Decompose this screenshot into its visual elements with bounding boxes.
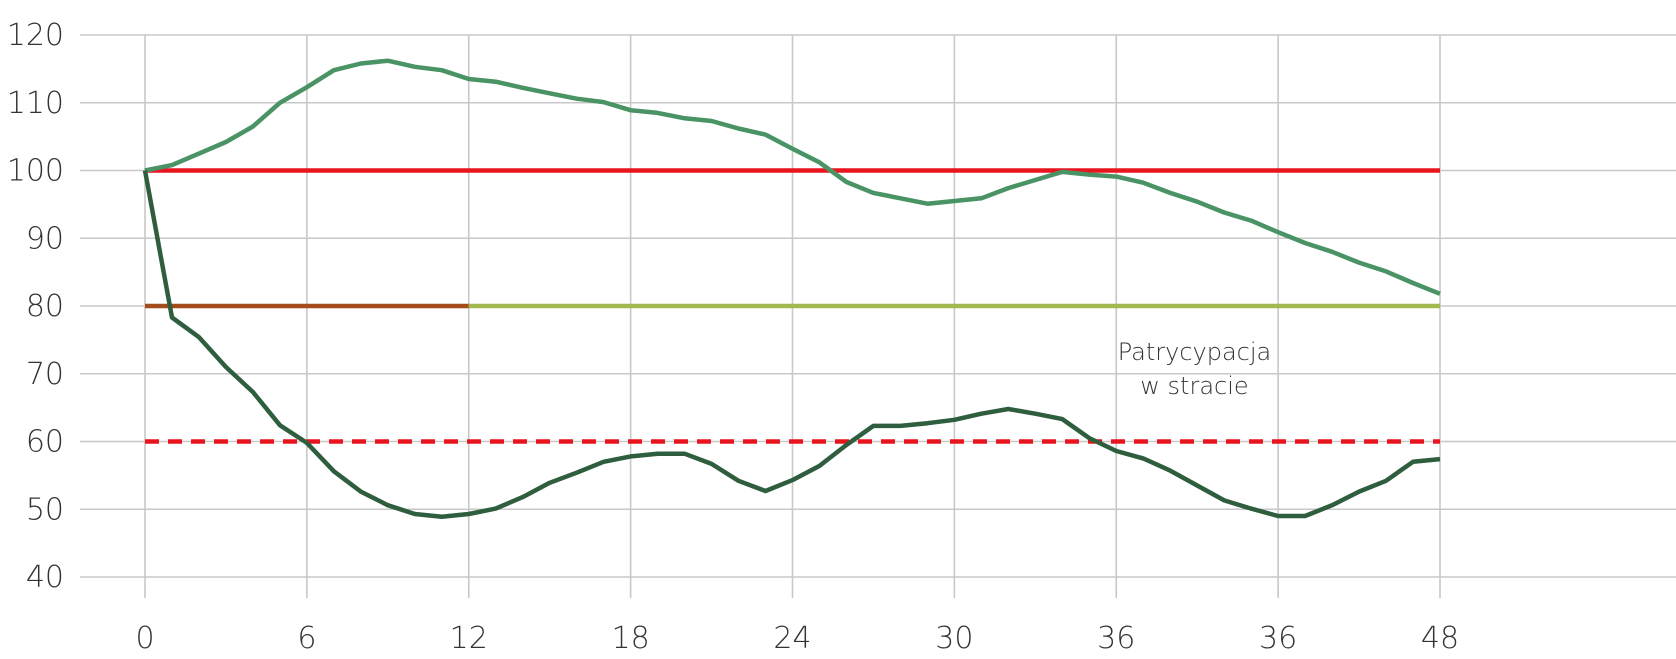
- x-tick-label: 24: [773, 621, 811, 656]
- y-tick-label: 70: [26, 357, 64, 392]
- x-tick-label: 30: [935, 621, 973, 656]
- annotation-text: w stracie: [1140, 372, 1248, 400]
- y-tick-label: 50: [26, 492, 64, 527]
- series-line-upper: [144, 58, 1441, 296]
- x-tick-label: 0: [135, 621, 154, 656]
- y-tick-label: 40: [26, 560, 64, 595]
- y-tick-label: 100: [7, 154, 64, 189]
- series-lines: [142, 58, 1441, 519]
- y-tick-label: 60: [26, 425, 64, 460]
- x-axis-ticks: 0 6 12 18 24 30 36 36 48: [135, 621, 1459, 656]
- x-tick-label: 36: [1097, 621, 1135, 656]
- x-tick-label: 48: [1421, 621, 1459, 656]
- annotation: Patrycypacja w stracie: [1118, 338, 1272, 400]
- y-tick-label: 80: [26, 289, 64, 324]
- x-tick-label: 6: [297, 621, 316, 656]
- y-tick-label: 120: [7, 18, 64, 53]
- series-line-lower: [142, 170, 1441, 519]
- x-tick-label: 36: [1259, 621, 1297, 656]
- grid: [80, 34, 1676, 598]
- y-axis-ticks: 40 50 60 70 80 90 100 110 120: [7, 18, 64, 595]
- y-tick-label: 90: [26, 221, 64, 256]
- x-tick-label: 12: [450, 621, 488, 656]
- annotation-text: Patrycypacja: [1118, 338, 1272, 366]
- x-tick-label: 18: [612, 621, 650, 656]
- y-tick-label: 110: [7, 86, 64, 121]
